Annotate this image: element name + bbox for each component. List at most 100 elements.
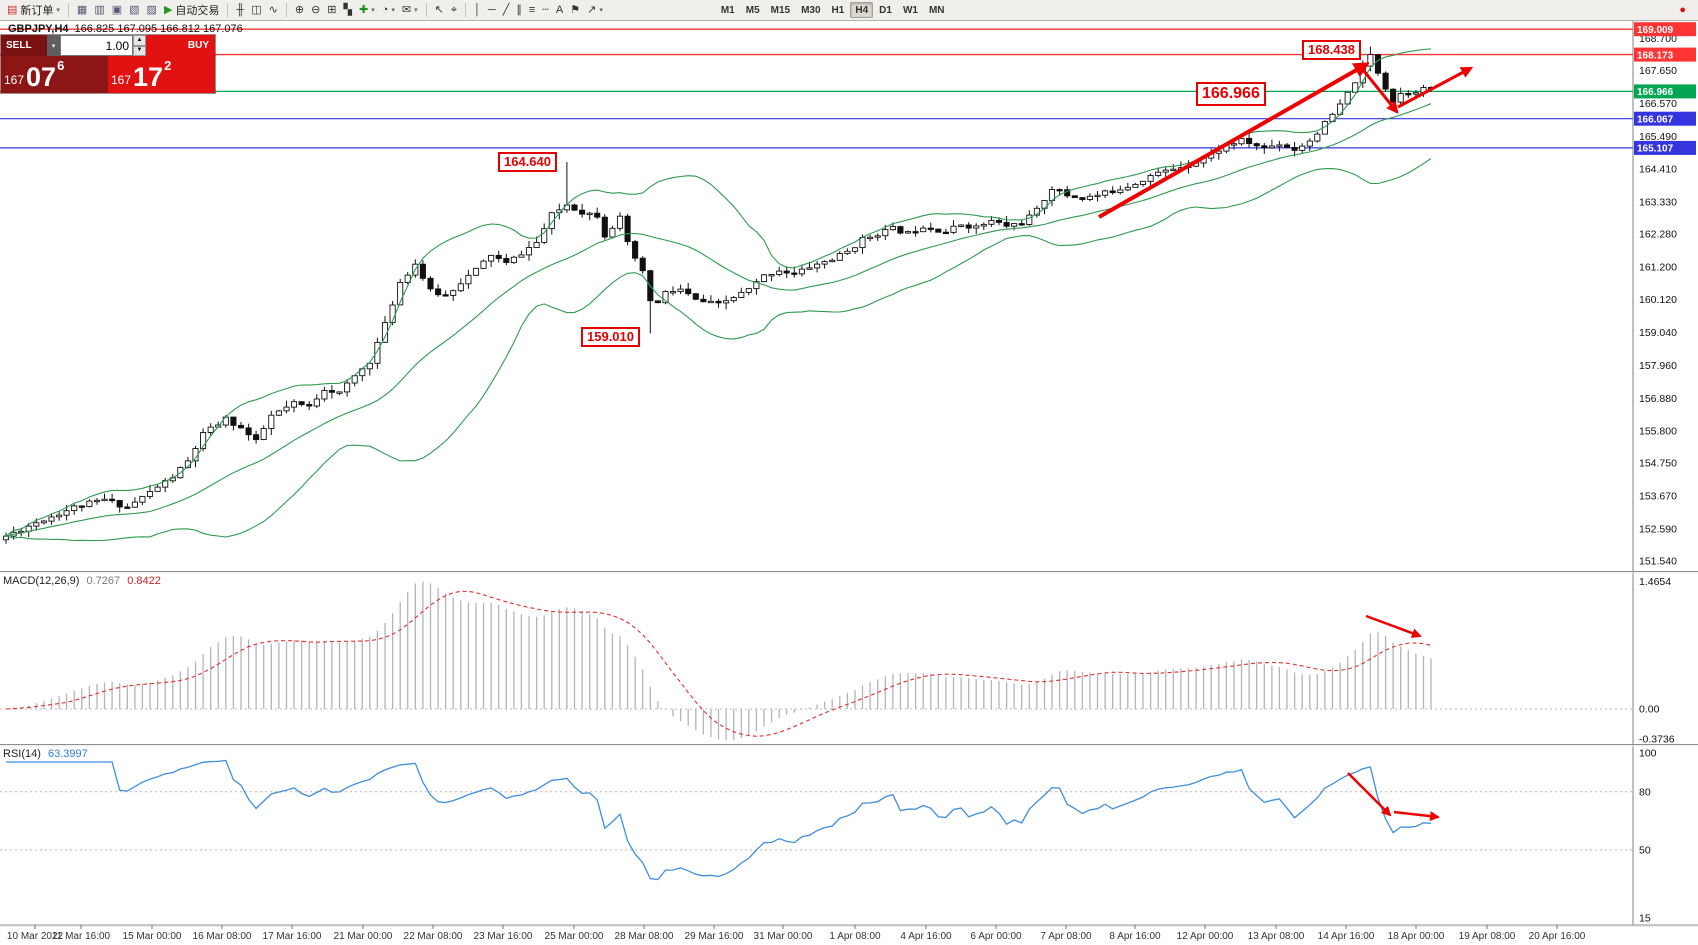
volume-down-button[interactable]: ▼ <box>133 45 146 56</box>
sell-price-fraction: 6 <box>57 58 65 73</box>
macd-name: MACD(12,26,9) <box>3 575 80 587</box>
chart-symbol-period: GBPJPY,H4 <box>8 23 69 35</box>
new-order-icon: ▤ <box>7 3 18 16</box>
mail-button[interactable]: ✉ ▾ <box>399 2 421 19</box>
horizontal-line-button[interactable]: ─ <box>485 2 499 19</box>
add-indicator-button[interactable]: ✚ ▾ <box>356 2 378 19</box>
autotrading-button[interactable]: ▶ 自动交易 <box>161 2 222 19</box>
line-chart-button[interactable]: ∿ <box>266 2 281 19</box>
bollinger-lower-band <box>5 158 1432 542</box>
fibonacci-icon: ≡ <box>528 3 536 16</box>
price-annotation[interactable]: 164.640 <box>498 152 557 173</box>
trend-arrow[interactable] <box>1358 65 1399 114</box>
timeframe-w1-button[interactable]: W1 <box>902 5 918 16</box>
time-axis-label: 18 Apr 00:00 <box>1387 931 1445 942</box>
price-annotation[interactable]: 168.438 <box>1302 40 1361 61</box>
svg-text:152.590: 152.590 <box>1639 523 1677 535</box>
zoom-out-icon: ⊖ <box>311 3 321 16</box>
shapes-button[interactable]: ┄ <box>539 2 552 19</box>
vertical-line-button[interactable]: │ <box>471 2 484 19</box>
price-annotation[interactable]: 166.966 <box>1196 82 1266 106</box>
time-axis-label: 12 Apr 00:00 <box>1176 931 1234 942</box>
timeframe-m15-button[interactable]: M15 <box>770 5 791 16</box>
trend-arrow[interactable] <box>1347 772 1392 817</box>
profiles-button[interactable]: ▥ <box>91 2 107 19</box>
trend-arrow[interactable] <box>1098 62 1370 219</box>
sell-price[interactable]: 167 07 6 <box>1 56 108 93</box>
time-axis[interactable]: 10 Mar 2022 11 Mar 16:00 15 Mar 00:00 16 Ma… <box>0 925 1698 945</box>
zoom-in-icon: ⊕ <box>294 3 305 16</box>
price-annotation[interactable]: 159.010 <box>581 327 640 348</box>
time-axis-label: 21 Mar 00:00 <box>333 931 393 942</box>
navigator-button[interactable]: ▧ <box>126 2 142 19</box>
text-button[interactable]: A <box>553 2 566 19</box>
channel-button[interactable]: ∥ <box>513 2 525 19</box>
price-tag: 166.067 <box>1634 111 1696 126</box>
svg-text:159.040: 159.040 <box>1639 327 1677 339</box>
candlestick-chart-icon: ◫ <box>251 3 262 16</box>
time-axis-label: 17 Mar 16:00 <box>262 931 322 942</box>
buy-price[interactable]: 167 17 2 <box>108 56 215 93</box>
tile-windows-button[interactable]: ⊞ <box>324 2 339 19</box>
rsi-name: RSI(14) <box>3 748 41 760</box>
timeframe-d1-button[interactable]: D1 <box>879 5 892 16</box>
bollinger-upper-band <box>5 48 1432 537</box>
crosshair-button[interactable]: ⌖ <box>448 2 460 19</box>
buy-price-main: 17 <box>133 62 164 92</box>
timeframe-h1-button[interactable]: H1 <box>831 5 845 16</box>
rsi-value: 63.3997 <box>47 748 88 760</box>
trend-arrow[interactable] <box>1397 66 1474 109</box>
timeframe-h4-button[interactable]: H4 <box>850 2 874 18</box>
one-click-trading-panel: SELL ▾ ▲ ▼ BUY 167 07 6 167 17 2 <box>1 35 215 93</box>
rsi-line <box>6 759 1432 881</box>
time-axis-label: 31 Mar 00:00 <box>753 931 813 942</box>
price-axis[interactable] <box>1633 21 1698 925</box>
label-button[interactable]: ⚑ <box>567 2 583 19</box>
timeframe-m1-button[interactable]: M1 <box>720 5 735 16</box>
svg-text:166.067: 166.067 <box>1637 115 1674 126</box>
charts-grid-button[interactable]: ▦ <box>74 2 90 19</box>
autotrading-label: 自动交易 <box>175 5 220 17</box>
volume-up-button[interactable]: ▲ <box>133 35 146 46</box>
trend-arrow[interactable] <box>1365 614 1422 638</box>
terminal-icon: ▨ <box>146 3 157 16</box>
time-axis-label: 7 Apr 08:00 <box>1040 931 1092 942</box>
tile-windows-icon: ⊞ <box>327 3 337 16</box>
cursor-button[interactable]: ↖ <box>432 2 447 19</box>
zoom-in-button[interactable]: ⊕ <box>292 2 307 19</box>
fibonacci-button[interactable]: ≡ <box>526 2 538 19</box>
price-tag: 169.009 <box>1634 22 1696 37</box>
svg-text:162.280: 162.280 <box>1639 229 1677 241</box>
arrows-button[interactable]: ↗ ▾ <box>584 2 606 19</box>
timeframe-mn-button[interactable]: MN <box>928 5 945 16</box>
cascade-windows-button[interactable]: ▚ <box>341 2 355 19</box>
svg-text:164.410: 164.410 <box>1639 164 1677 176</box>
sell-button[interactable]: SELL <box>1 35 47 56</box>
sell-price-prefix: 167 <box>4 73 25 87</box>
market-watch-button[interactable]: ▣ <box>109 2 125 19</box>
volume-dropdown-button[interactable]: ▾ <box>47 35 60 56</box>
vertical-line-icon: │ <box>474 3 481 16</box>
period-button[interactable]: ◔ ▾ <box>379 2 398 19</box>
time-axis-label: 19 Apr 08:00 <box>1458 931 1516 942</box>
buy-button[interactable]: BUY <box>146 35 215 56</box>
timeframe-m30-button[interactable]: M30 <box>801 5 821 16</box>
add-indicator-icon: ✚ <box>358 3 369 16</box>
trendline-button[interactable]: ╱ <box>500 2 513 19</box>
trend-arrow[interactable] <box>1393 810 1440 822</box>
volume-input[interactable] <box>60 35 133 56</box>
macd-axis-label: -0.3736 <box>1639 734 1675 746</box>
bar-chart-button[interactable]: ╫ <box>233 2 247 19</box>
macd-main-value: 0.7267 <box>86 575 121 587</box>
time-axis-label: 28 Mar 08:00 <box>614 931 674 942</box>
terminal-button[interactable]: ▨ <box>144 2 160 19</box>
timeframe-m5-button[interactable]: M5 <box>745 5 760 16</box>
line-chart-icon: ∿ <box>268 3 278 16</box>
time-axis-label: 25 Mar 00:00 <box>544 931 604 942</box>
candlestick-chart-button[interactable]: ◫ <box>248 2 264 19</box>
new-order-button[interactable]: ▤ 新订单 ▾ <box>4 2 63 19</box>
record-icon[interactable]: ● <box>1679 3 1686 16</box>
zoom-out-button[interactable]: ⊖ <box>308 2 323 19</box>
